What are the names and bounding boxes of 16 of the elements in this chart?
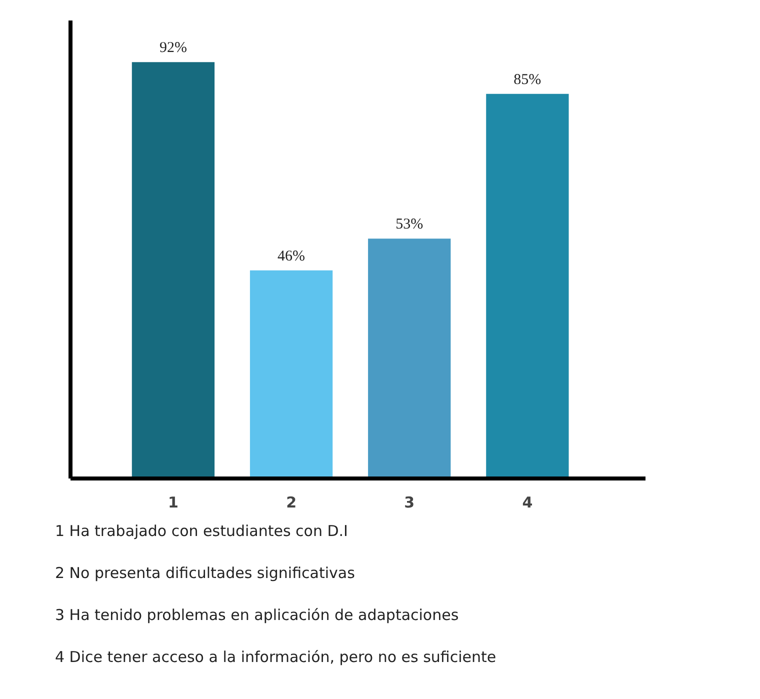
- data-label: 46%: [278, 248, 306, 264]
- bar: [486, 94, 569, 478]
- data-label: 92%: [159, 40, 187, 56]
- x-tick-label: 3: [404, 494, 415, 512]
- text: 2 No presenta dificultades significativas: [55, 563, 355, 584]
- bar: [132, 62, 215, 478]
- text: 4 Dice tener acceso a la información, pero no es suficiente: [55, 647, 496, 668]
- x-tick-label: 4: [522, 494, 533, 512]
- x-tick-label: 1: [168, 494, 178, 512]
- x-tick-label: 2: [286, 494, 297, 512]
- bar: [368, 238, 451, 478]
- text: 3 Ha tenido problemas en aplicación de adaptaciones: [55, 605, 459, 626]
- data-label: 85%: [514, 72, 542, 88]
- data-label: 53%: [396, 216, 424, 233]
- bar: [250, 270, 333, 478]
- text: 1 Ha trabajado con estudiantes con D.I: [55, 521, 348, 542]
